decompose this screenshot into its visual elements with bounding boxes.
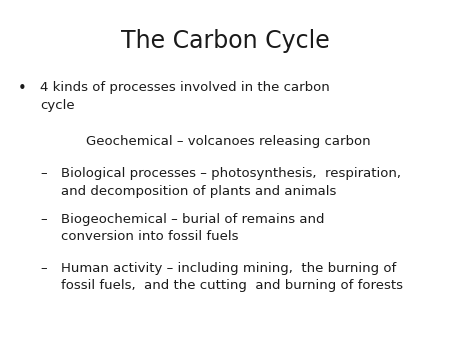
Text: 4 kinds of processes involved in the carbon
cycle: 4 kinds of processes involved in the car… <box>40 81 330 112</box>
Text: Biological processes – photosynthesis,  respiration,
and decomposition of plants: Biological processes – photosynthesis, r… <box>61 167 401 198</box>
Text: Geochemical – volcanoes releasing carbon: Geochemical – volcanoes releasing carbon <box>86 135 370 148</box>
Text: –: – <box>40 167 47 180</box>
Text: •: • <box>18 81 27 96</box>
Text: –: – <box>40 262 47 275</box>
Text: Biogeochemical – burial of remains and
conversion into fossil fuels: Biogeochemical – burial of remains and c… <box>61 213 324 243</box>
Text: Human activity – including mining,  the burning of
fossil fuels,  and the cuttin: Human activity – including mining, the b… <box>61 262 403 292</box>
Text: The Carbon Cycle: The Carbon Cycle <box>121 29 329 53</box>
Text: –: – <box>40 213 47 226</box>
